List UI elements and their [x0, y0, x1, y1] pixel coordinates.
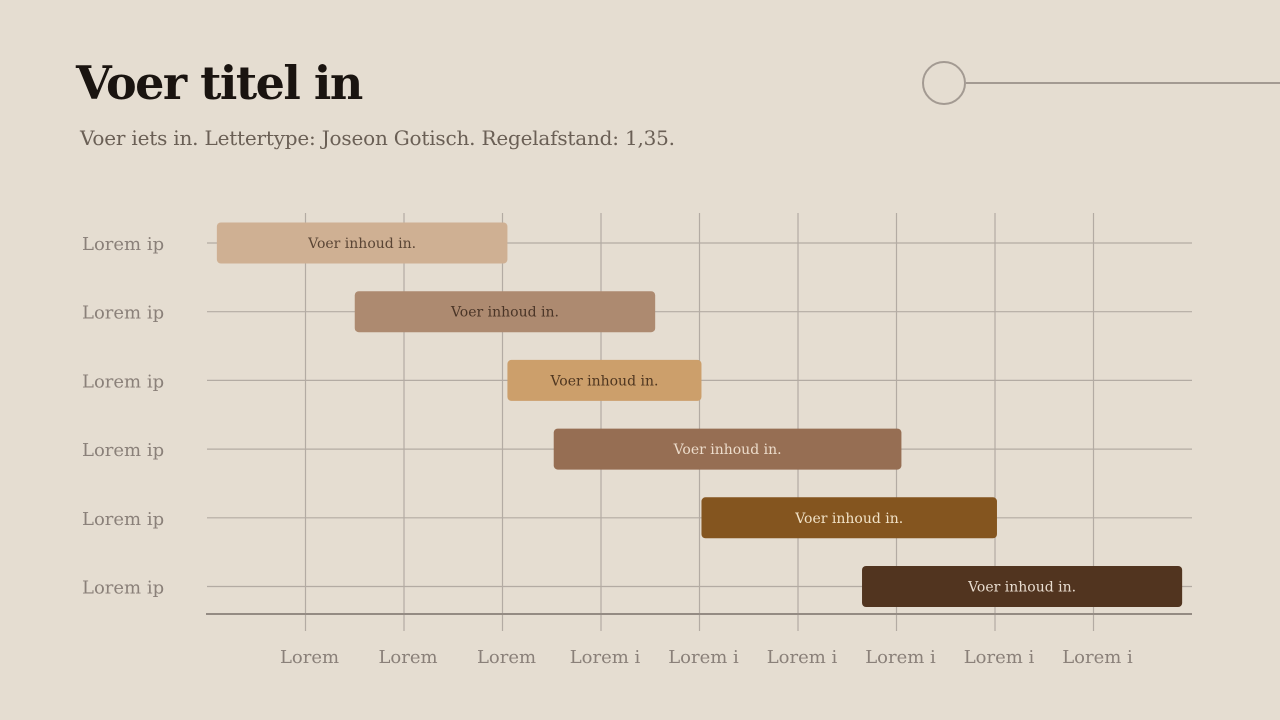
row-label: Lorem ip	[82, 509, 164, 530]
ornament-ring	[922, 61, 966, 105]
task-bar-label: Voer inhoud in.	[673, 442, 782, 458]
page-subtitle: Voer iets in. Lettertype: Joseon Gotisch…	[80, 126, 675, 150]
column-label: Lorem	[280, 647, 339, 668]
column-label: Lorem	[378, 647, 437, 668]
column-label: Lorem	[477, 647, 536, 668]
page-title: Voer titel in	[76, 56, 363, 110]
task-bar	[354, 291, 656, 333]
column-label: Lorem i	[964, 647, 1035, 668]
column-label: Lorem i	[865, 647, 936, 668]
task-bar-label: Voer inhoud in.	[967, 580, 1076, 596]
row-label: Lorem ip	[82, 371, 164, 392]
task-bar	[862, 566, 1183, 607]
row-label: Lorem ip	[82, 234, 164, 255]
task-bar-label: Voer inhoud in.	[549, 373, 658, 389]
task-bar	[553, 428, 902, 470]
column-label: Lorem i	[1062, 647, 1133, 668]
ornament-rule	[966, 82, 1280, 84]
row-label: Lorem ip	[82, 303, 164, 324]
task-bar	[507, 359, 702, 401]
task-bar-label: Voer inhoud in.	[307, 236, 416, 252]
circle-line-ornament-icon	[922, 61, 1280, 105]
row-label: Lorem ip	[82, 440, 164, 461]
chart-labels: Lorem Lorem Lorem Lorem i Lorem i Lorem i Lore…	[82, 234, 1133, 668]
column-label: Lorem i	[570, 647, 641, 668]
task-bar-label: Voer inhoud in.	[450, 305, 559, 321]
task-bar	[216, 222, 508, 264]
task-bar	[701, 497, 997, 539]
column-label: Lorem i	[767, 647, 838, 668]
task-bar-label: Voer inhoud in.	[794, 511, 903, 527]
column-label: Lorem i	[668, 647, 739, 668]
row-label: Lorem ip	[82, 578, 164, 599]
chart-bars: Voer inhoud in. Voer inhoud in. Voer inhou…	[216, 222, 1183, 607]
